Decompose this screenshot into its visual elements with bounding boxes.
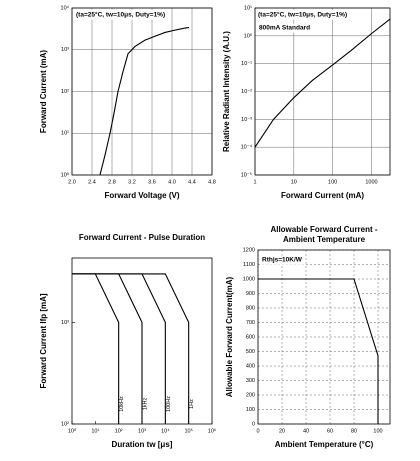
y-tick-label: 700 xyxy=(246,320,255,326)
y-tick-label: 10⁻⁵ xyxy=(241,171,252,178)
x-tick-label: 10 xyxy=(291,179,297,185)
y-tick-label: 200 xyxy=(246,392,255,398)
x-tick-label: 100 xyxy=(373,428,382,434)
annotation-box xyxy=(261,255,304,265)
y-tick-label: 10¹ xyxy=(61,131,69,137)
x-tick-label: 10⁶ xyxy=(208,427,216,434)
y-tick-label: 500 xyxy=(246,349,255,355)
plot-frame xyxy=(254,7,391,176)
y-tick-label: 10² xyxy=(61,89,69,95)
y-tick-label: 400 xyxy=(246,363,255,369)
series-line xyxy=(254,18,391,148)
y-tick-label: 900 xyxy=(246,291,255,297)
x-tick-label: 10³ xyxy=(138,428,146,434)
x-tick-label: 10⁰ xyxy=(68,427,77,434)
plot-frame xyxy=(257,249,391,425)
series-line xyxy=(72,273,190,424)
series-line xyxy=(72,273,143,424)
y-tick-label: 10³ xyxy=(61,320,69,326)
x-tick-label: 2.4 xyxy=(88,179,96,185)
y-tick-label: 10⁻¹ xyxy=(241,61,252,67)
y-axis-label: Relative Radiant Intensity (A.U.) xyxy=(222,31,231,152)
x-axis-label: Ambient Temperature (°C) xyxy=(275,440,374,449)
chart-title: Forward Current - Pulse Duration xyxy=(79,233,205,242)
annotation-box xyxy=(258,23,312,33)
y-axis-label: Forward Current (mA) xyxy=(39,50,48,133)
x-tick-label: 3.6 xyxy=(148,179,156,185)
series-line xyxy=(99,27,190,176)
chart-title: Allowable Forward Current - xyxy=(270,225,377,234)
annotation: 800mA Standard xyxy=(259,25,310,32)
series-label: 10kHz xyxy=(119,396,125,412)
series-label: 1kHz xyxy=(142,397,148,410)
x-tick-label: 4.4 xyxy=(188,179,196,185)
x-tick-label: 40 xyxy=(303,428,309,434)
y-axis-label: Allowable Forward Current(mA) xyxy=(225,276,234,397)
x-tick-label: 4.8 xyxy=(208,179,216,185)
chart-title: Ambient Temperature xyxy=(283,235,366,244)
y-tick-label: 0 xyxy=(252,421,255,427)
series-label: 1Hz xyxy=(189,399,195,409)
x-tick-label: 2.0 xyxy=(68,179,76,185)
y-tick-label: 1200 xyxy=(243,247,255,253)
x-tick-label: 10² xyxy=(115,428,123,434)
x-tick-label: 10⁴ xyxy=(161,427,170,434)
y-tick-label: 10⁻³ xyxy=(241,117,252,123)
y-tick-label: 10⁴ xyxy=(61,4,70,11)
y-tick-label: 10² xyxy=(61,421,69,427)
x-tick-label: 4.0 xyxy=(168,179,176,185)
y-tick-label: 1000 xyxy=(243,276,255,282)
x-tick-label: 3.2 xyxy=(128,179,136,185)
x-axis-label: Forward Voltage (V) xyxy=(105,191,180,200)
series-label: 100Hz xyxy=(166,396,172,412)
series-line xyxy=(258,278,379,424)
plot-frame xyxy=(71,7,213,176)
y-tick-label: 10¹ xyxy=(244,5,252,11)
x-tick-label: 100 xyxy=(328,179,337,185)
y-tick-label: 10⁰ xyxy=(244,32,253,39)
x-axis-label: Forward Current (mA) xyxy=(281,191,364,200)
y-tick-label: 10³ xyxy=(61,47,69,53)
y-tick-label: 10⁻⁴ xyxy=(241,144,253,151)
annotation: Rthjs=10K/W xyxy=(262,257,303,264)
x-tick-label: 20 xyxy=(279,428,285,434)
x-tick-label: 0 xyxy=(256,428,259,434)
annotation-box xyxy=(257,9,349,20)
y-tick-label: 1100 xyxy=(243,262,255,268)
y-tick-label: 100 xyxy=(246,407,255,413)
annotation: (ta=25°C, tw=10μs, Duty=1%) xyxy=(76,11,165,19)
x-axis-label: Duration tw [μs] xyxy=(112,440,173,449)
annotation-box xyxy=(75,9,167,20)
y-axis-label: Forward Current Ifp [mA] xyxy=(39,293,48,388)
x-tick-label: 1000 xyxy=(365,179,377,185)
annotation: (ta=25°C, tw=10μs, Duty=1%) xyxy=(258,11,347,19)
x-tick-label: 1 xyxy=(253,179,256,185)
x-tick-label: 2.8 xyxy=(108,179,116,185)
x-tick-label: 10⁵ xyxy=(184,427,192,434)
x-tick-label: 60 xyxy=(327,428,333,434)
y-tick-label: 800 xyxy=(246,305,255,311)
y-tick-label: 600 xyxy=(246,334,255,340)
x-tick-label: 80 xyxy=(351,428,357,434)
y-tick-label: 300 xyxy=(246,378,255,384)
series-line xyxy=(72,273,120,424)
x-tick-label: 10¹ xyxy=(91,428,99,434)
y-tick-label: 10⁰ xyxy=(61,171,70,178)
y-tick-label: 10⁻² xyxy=(241,89,252,95)
